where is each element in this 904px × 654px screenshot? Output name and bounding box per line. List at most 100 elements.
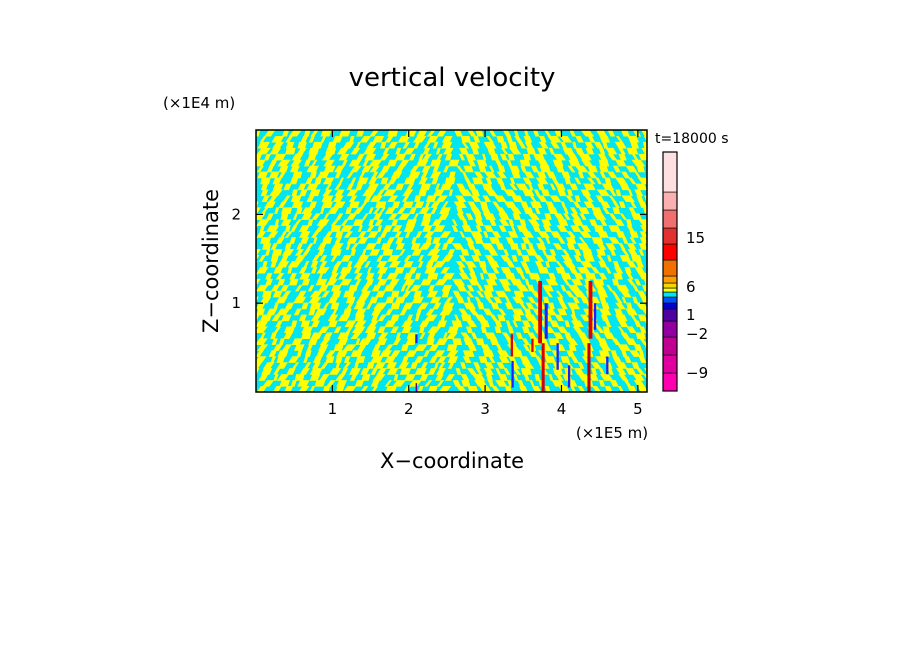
pattern-stripe: [470, 207, 482, 214]
pattern-stripe: [420, 183, 432, 191]
pattern-stripe: [311, 266, 318, 274]
velocity-cell: [588, 280, 593, 339]
pattern-stripe: [497, 308, 507, 316]
pattern-stripe: [597, 290, 609, 298]
pattern-stripe: [621, 296, 627, 304]
pattern-stripe: [636, 165, 645, 173]
pattern-stripe: [382, 189, 397, 197]
pattern-stripe: [277, 159, 291, 167]
pattern-stripe: [456, 207, 464, 214]
pattern-stripe: [404, 284, 412, 292]
pattern-stripe: [330, 225, 342, 232]
pattern-stripe: [243, 231, 251, 238]
pattern-stripe: [599, 296, 607, 304]
pattern-stripe: [276, 356, 286, 363]
pattern-stripe: [276, 374, 290, 381]
pattern-stripe: [318, 326, 330, 334]
pattern-stripe: [350, 243, 359, 250]
pattern-stripe: [269, 159, 278, 167]
pattern-stripe: [618, 320, 629, 328]
pattern-stripe: [329, 272, 339, 280]
pattern-stripe: [484, 332, 497, 340]
pattern-stripe: [639, 231, 647, 238]
pattern-stripe: [517, 380, 525, 387]
pattern-stripe: [618, 243, 626, 250]
pattern-stripe: [257, 141, 270, 149]
pattern-stripe: [477, 302, 485, 310]
pattern-stripe: [439, 308, 454, 316]
pattern-stripe: [380, 177, 389, 185]
pattern-stripe: [374, 219, 384, 226]
pattern-stripe: [537, 183, 545, 191]
pattern-stripe: [489, 314, 499, 322]
pattern-stripe: [484, 171, 497, 179]
pattern-stripe: [275, 237, 285, 244]
pattern-stripe: [278, 171, 286, 179]
pattern-stripe: [618, 147, 626, 155]
pattern-stripe: [343, 231, 354, 238]
pattern-stripe: [503, 368, 511, 375]
pattern-stripe: [289, 237, 297, 244]
pattern-stripe: [284, 386, 294, 392]
pattern-stripe: [632, 284, 639, 292]
pattern-stripe: [343, 386, 357, 392]
pattern-stripe: [611, 290, 619, 298]
pattern-stripe: [467, 243, 476, 250]
pattern-stripe: [483, 284, 495, 292]
pattern-stripe: [625, 308, 638, 316]
pattern-stripe: [577, 386, 586, 392]
pattern-stripe: [556, 225, 568, 232]
pattern-stripe: [256, 219, 270, 226]
pattern-stripe: [570, 386, 577, 392]
pattern-stripe: [349, 374, 358, 381]
pattern-stripe: [458, 255, 467, 262]
pattern-stripe: [335, 356, 343, 363]
pattern-stripe: [266, 225, 280, 232]
pattern-stripe: [298, 266, 308, 274]
pattern-stripe: [428, 368, 437, 375]
pattern-stripe: [377, 272, 384, 280]
pattern-stripe: [542, 284, 554, 292]
pattern-stripe: [456, 213, 466, 220]
pattern-stripe: [471, 147, 479, 155]
pattern-stripe: [648, 338, 656, 345]
pattern-stripe: [256, 249, 261, 256]
pattern-stripe: [598, 159, 610, 167]
pattern-stripe: [273, 386, 282, 392]
pattern-stripe: [527, 332, 537, 340]
pattern-stripe: [520, 243, 527, 250]
pattern-stripe: [365, 332, 377, 340]
y-tick-label: 2: [231, 205, 241, 223]
pattern-stripe: [501, 284, 512, 292]
pattern-stripe: [631, 153, 639, 161]
pattern-stripe: [357, 255, 370, 262]
pattern-stripe: [652, 267, 661, 274]
pattern-stripe: [544, 356, 556, 363]
pattern-stripe: [330, 249, 342, 256]
pattern-stripe: [419, 332, 426, 340]
pattern-stripe: [629, 237, 637, 244]
pattern-stripe: [527, 219, 541, 226]
pattern-stripe: [418, 189, 428, 197]
pattern-stripe: [569, 207, 579, 214]
pattern-stripe: [573, 272, 584, 280]
pattern-stripe: [303, 362, 312, 369]
pattern-stripe: [651, 184, 664, 191]
pattern-stripe: [472, 135, 481, 143]
pattern-stripe: [311, 159, 318, 167]
pattern-stripe: [356, 130, 365, 137]
pattern-stripe: [425, 237, 433, 244]
pattern-stripe: [481, 243, 495, 250]
pattern-stripe: [491, 231, 502, 238]
pattern-stripe: [343, 290, 355, 298]
pattern-stripe: [248, 184, 256, 191]
pattern-stripe: [566, 362, 574, 369]
pattern-stripe: [271, 314, 282, 322]
pattern-stripe: [442, 135, 453, 143]
pattern-stripe: [585, 272, 597, 280]
pattern-stripe: [523, 130, 530, 137]
pattern-stripe: [357, 231, 367, 238]
pattern-stripe: [444, 177, 456, 185]
pattern-stripe: [290, 195, 302, 203]
pattern-stripe: [637, 290, 647, 298]
